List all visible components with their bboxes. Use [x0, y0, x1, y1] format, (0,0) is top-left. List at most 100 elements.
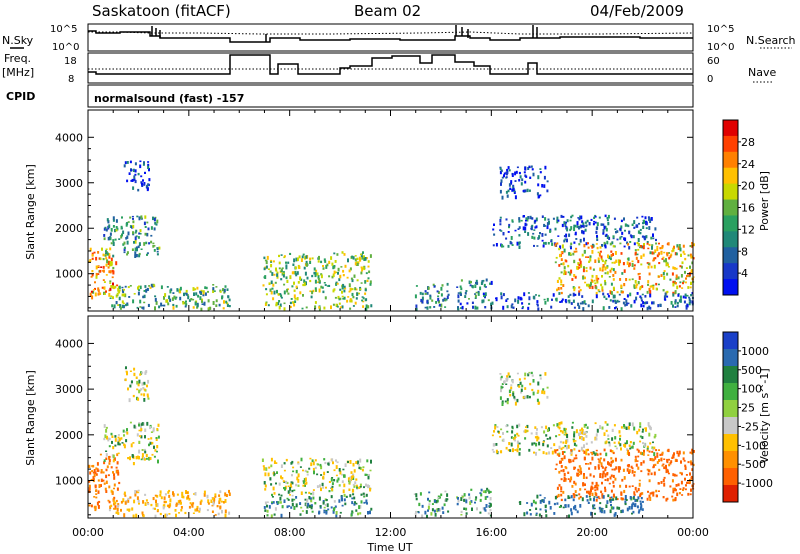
velocity-echo-cell [658, 459, 660, 462]
velocity-echo-cell [585, 431, 588, 434]
power-echo-cell [212, 289, 215, 293]
power-echo-cell [652, 237, 655, 240]
velocity-echo-cell [128, 508, 131, 511]
power-echo-cell [659, 247, 662, 250]
power-echo-cell [119, 306, 122, 310]
velocity-echo-cell [182, 495, 185, 499]
power-echo-cell [502, 232, 505, 236]
velocity-echo-cell [352, 483, 355, 486]
velocity-echo-cell [586, 499, 589, 502]
velocity-echo-cell [532, 391, 535, 396]
velocity-echo-cell [339, 470, 342, 475]
power-echo-cell [687, 286, 690, 289]
power-echo-cell [500, 292, 503, 296]
power-echo-cell [360, 253, 362, 256]
power-echo-cell [691, 242, 694, 245]
velocity-echo-cell [663, 466, 666, 470]
power-echo-cell [577, 217, 580, 219]
velocity-echo-cell [591, 492, 594, 496]
velocity-echo-cell [669, 461, 672, 465]
velocity-echo-cell [553, 443, 556, 447]
velocity-echo-cell [102, 471, 105, 474]
power-echo-cell [475, 281, 477, 285]
velocity-echo-cell [529, 509, 532, 511]
velocity-colorbar-tick-label: 1000 [741, 345, 769, 358]
velocity-echo-cell [633, 494, 636, 496]
velocity-echo-cell [537, 401, 540, 405]
power-echo-cell [139, 306, 142, 308]
power-echo-cell [323, 282, 326, 284]
velocity-echo-cell [141, 511, 144, 515]
velocity-colorbar-tick-label: -500 [741, 458, 766, 471]
velocity-echo-cell [147, 502, 149, 504]
power-echo-cell [122, 302, 125, 305]
velocity-echo-cell [228, 489, 230, 493]
power-echo-cell [364, 257, 367, 261]
velocity-echo-cell [278, 482, 281, 486]
power-echo-cell [591, 285, 594, 290]
velocity-echo-cell [624, 495, 627, 499]
power-echo-cell [103, 286, 106, 290]
power-echo-cell [152, 242, 155, 245]
velocity-echo-cell [335, 474, 338, 477]
velocity-echo-cell [650, 472, 653, 476]
power-echo-cell [672, 248, 675, 252]
velocity-echo-cell [286, 481, 289, 485]
power-echo-cell [627, 302, 630, 305]
velocity-echo-cell [599, 474, 602, 478]
power-echo-cell [595, 275, 598, 279]
power-echo-cell [652, 284, 655, 287]
power-echo-cell [199, 296, 202, 301]
power-echo-cell [358, 292, 360, 295]
power-echo-cell [573, 274, 576, 278]
power-echo-cell [560, 258, 563, 261]
power-echo-cell [543, 298, 546, 301]
power-echo-cell [572, 299, 575, 303]
velocity-echo-cell [631, 512, 633, 515]
velocity-echo-cell [575, 454, 578, 457]
power-echo-cell [137, 172, 140, 176]
velocity-echo-cell [365, 499, 368, 504]
power-echo-cell [285, 276, 288, 280]
power-echo-cell [175, 304, 178, 308]
velocity-echo-cell [482, 507, 485, 510]
velocity-echo-cell [573, 495, 576, 499]
velocity-echo-cell [637, 455, 640, 458]
velocity-echo-cell [132, 394, 135, 398]
power-echo-cell [114, 228, 116, 233]
power-echo-cell [578, 292, 581, 296]
velocity-echo-cell [528, 395, 531, 399]
power-echo-cell [507, 166, 510, 170]
velocity-echo-cell [117, 503, 120, 507]
power-echo-cell [539, 194, 542, 197]
power-echo-cell [564, 223, 567, 227]
velocity-echo-cell [160, 496, 163, 500]
velocity-echo-cell [122, 498, 125, 503]
velocity-echo-cell [646, 445, 649, 449]
power-echo-cell [517, 228, 520, 230]
power-echo-cell [606, 235, 609, 239]
power-echo-cell [664, 292, 667, 297]
power-echo-cell [600, 258, 603, 261]
velocity-echo-cell [281, 477, 284, 480]
power-echo-cell [290, 298, 293, 300]
velocity-echo-cell [418, 502, 421, 507]
power-echo-cell [342, 274, 345, 277]
power-echo-cell [103, 293, 106, 295]
velocity-echo-cell [594, 466, 597, 470]
power-echo-cell [201, 303, 204, 305]
power-echo-cell [676, 304, 679, 308]
velocity-echo-cell [305, 510, 308, 514]
power-echo-cell [318, 306, 321, 309]
power-echo-cell [337, 267, 340, 272]
power-echo-cell [209, 306, 212, 310]
velocity-echo-cell [285, 458, 288, 462]
power-echo-cell [689, 245, 692, 248]
power-colorbar-tick-label: 4 [741, 267, 748, 280]
power-echo-cell [627, 243, 630, 246]
power-echo-cell [523, 292, 526, 297]
velocity-echo-cell [352, 489, 355, 493]
velocity-echo-cell [612, 474, 615, 478]
power-echo-cell [604, 279, 606, 283]
power-echo-cell [283, 255, 286, 258]
